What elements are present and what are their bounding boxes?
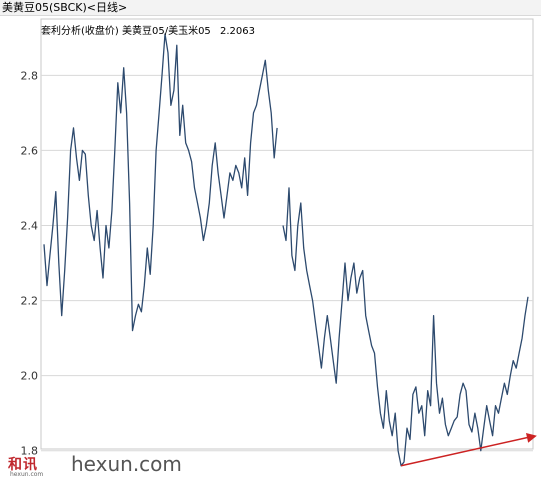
y-tick-label: 2.4	[21, 219, 39, 232]
chart-legend: 套利分析(收盘价) 美黄豆05/美玉米05 2.2063	[41, 26, 255, 38]
y-tick-label: 2.6	[21, 144, 39, 157]
y-tick-label: 2.0	[21, 370, 39, 383]
trend-arrow-head	[526, 432, 537, 443]
hexun-logo-cn: 和讯	[8, 457, 38, 473]
legend-label: 套利分析(收盘价) 美黄豆05/美玉米05	[41, 26, 211, 37]
window-title-bar: 美黄豆05(SBCK)<日线>	[0, 0, 541, 16]
series-line	[282, 187, 529, 467]
y-tick-label: 2.8	[21, 69, 39, 82]
series-line	[43, 33, 278, 332]
y-axis-ticks: 1.8 2.0 2.2 2.4 2.6 2.8	[21, 69, 39, 457]
annotation-layer	[400, 432, 537, 467]
hexun-logo-en: hexun.com	[71, 452, 182, 476]
y-tick-label: 1.8	[21, 445, 39, 458]
trend-arrow-line	[400, 435, 532, 467]
window-title: 美黄豆05(SBCK)<日线>	[2, 1, 128, 14]
series-layer	[43, 33, 529, 467]
legend-value: 2.2063	[220, 26, 255, 37]
y-tick-label: 2.2	[21, 295, 39, 308]
hexun-logo-sub: hexun.com	[10, 471, 44, 478]
